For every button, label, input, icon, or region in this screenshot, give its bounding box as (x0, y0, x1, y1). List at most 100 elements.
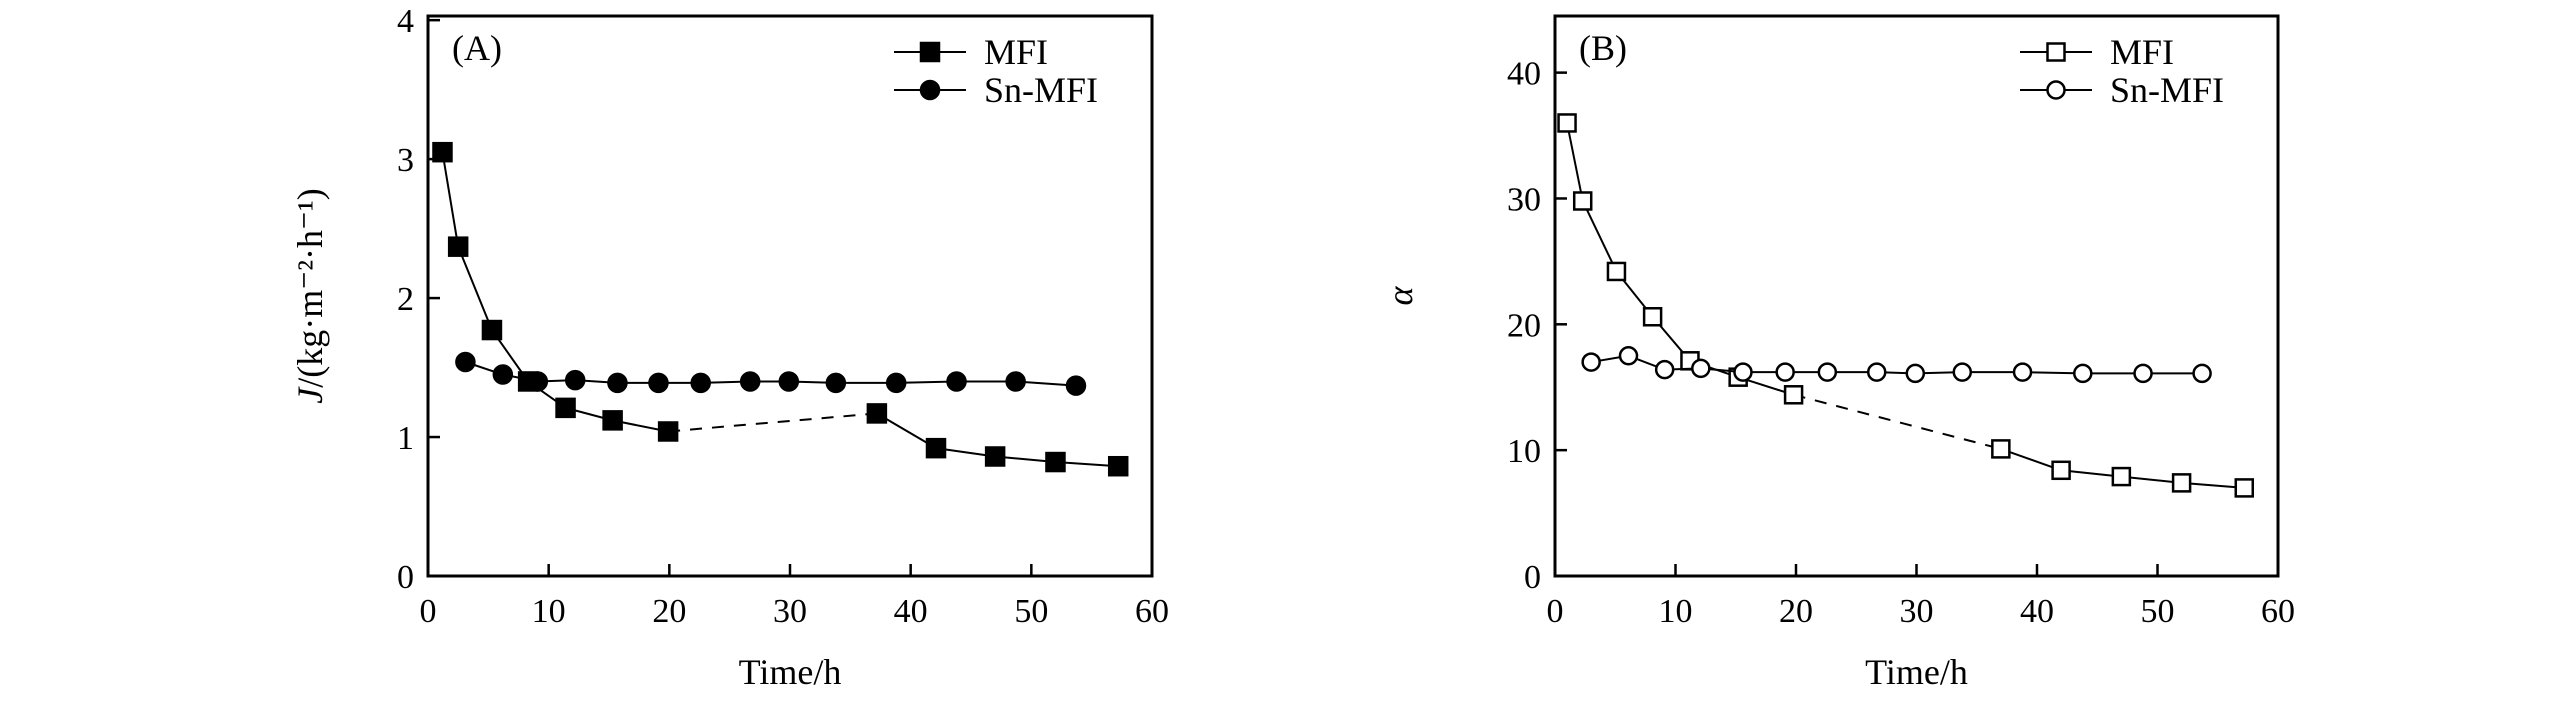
data-point (1618, 346, 1639, 366)
legend-marker (2046, 42, 2066, 62)
y-tick-label: 2 (397, 281, 414, 318)
x-tick-label: 40 (894, 593, 928, 630)
data-point (527, 371, 549, 392)
panel-label: (A) (452, 28, 502, 68)
x-tick-label: 10 (532, 593, 566, 630)
y-tick-label: 20 (1507, 307, 1541, 344)
data-point (1952, 362, 1973, 382)
y-axis-label-symbol: α (1380, 285, 1420, 305)
y-tick-label: 1 (397, 420, 414, 457)
data-point (825, 372, 847, 394)
y-tick-label: 0 (1524, 559, 1541, 596)
data-point (2012, 362, 2033, 382)
data-point (492, 364, 514, 385)
series-sn-mfi (1581, 346, 2212, 384)
y-tick-label: 3 (397, 142, 414, 179)
data-point (2234, 478, 2255, 498)
data-point (1107, 455, 1129, 477)
data-point (690, 372, 711, 394)
series-line-segment (2022, 371, 2083, 375)
data-point (481, 319, 503, 341)
data-point (1783, 385, 1804, 405)
data-point (1005, 371, 1026, 392)
data-point (1045, 451, 1066, 473)
legend-label: Sn-MFI (2110, 70, 2224, 110)
series-line-segment (2060, 469, 2122, 478)
y-tick-label: 0 (397, 559, 414, 596)
data-point (2111, 466, 2132, 487)
chart-panel-a: 0 10 20 30 40 50 60 0 1 2 3 4 Time/h J/(kg·m⁻²·h⁻¹) (A… (290, 3, 1169, 692)
y-axis-label-symbol: J (290, 386, 330, 404)
data-point (555, 397, 576, 419)
legend-entry-sn-mfi: Sn-MFI (2020, 70, 2224, 110)
data-point (432, 141, 453, 163)
data-point (984, 446, 1006, 467)
data-point (447, 236, 469, 257)
data-point (2133, 363, 2153, 384)
data-point (1866, 362, 1887, 382)
legend-entry-sn-mfi: Sn-MFI (894, 70, 1098, 110)
data-point (1065, 375, 1087, 396)
chart-panel-b: 0 10 20 30 40 50 60 0 10 20 30 40 Time/h α (B) MFISn-MF… (1380, 14, 2295, 692)
series-line-segment (2121, 475, 2182, 484)
data-point (2192, 363, 2212, 384)
series-sn-mfi (455, 351, 1087, 396)
data-point (739, 371, 761, 392)
y-axis-label: J/(kg·m⁻²·h⁻¹) (290, 188, 330, 404)
data-point (1991, 439, 2011, 459)
series-line-segment (457, 246, 493, 331)
x-axis-label: Time/h (1865, 652, 1968, 692)
data-point (1606, 261, 1627, 282)
data-point (455, 351, 476, 373)
data-point (1905, 363, 1926, 384)
x-tick-label: 0 (1547, 593, 1564, 630)
y-axis-label: α (1380, 285, 1420, 305)
x-tick-label: 0 (420, 593, 437, 630)
legend-label: MFI (984, 32, 1048, 72)
x-tick-label: 30 (773, 593, 807, 630)
y-tick-label: 30 (1507, 181, 1541, 218)
legend-entry-mfi: MFI (2020, 32, 2174, 72)
data-point (1572, 191, 1593, 211)
x-tick-label: 10 (1659, 593, 1693, 630)
x-tick-label: 60 (2261, 593, 2295, 630)
legend-marker (2046, 80, 2066, 100)
series-line-segment (1055, 461, 1119, 468)
data-point (2073, 363, 2093, 384)
y-tick-label: 4 (397, 3, 414, 40)
x-tick-label: 50 (2141, 593, 2175, 630)
legend-entry-mfi: MFI (894, 32, 1048, 72)
data-point (1642, 307, 1663, 327)
legend-label: Sn-MFI (984, 70, 1098, 110)
data-point (657, 421, 679, 442)
data-point (564, 369, 586, 391)
data-point (925, 437, 947, 459)
data-point (1557, 113, 1577, 133)
data-point (946, 371, 967, 392)
series-line-segment (441, 152, 460, 247)
data-point (1733, 362, 1753, 382)
legend-marker (919, 41, 941, 63)
data-point (2051, 460, 2071, 481)
data-point (2171, 473, 2192, 493)
legend-marker (919, 79, 941, 101)
series-line-segment (668, 412, 877, 433)
y-tick-label: 10 (1507, 433, 1541, 470)
y-tick-label: 40 (1507, 56, 1541, 93)
data-point (1817, 362, 1838, 382)
x-tick-label: 20 (1779, 593, 1813, 630)
series-line-segment (2000, 447, 2062, 472)
series-line-segment (1793, 393, 2002, 450)
x-tick-label: 60 (1135, 593, 1169, 630)
series-mfi (1557, 113, 2255, 498)
x-tick-label: 50 (1014, 593, 1048, 630)
x-tick-label: 20 (652, 593, 686, 630)
legend-label: MFI (2110, 32, 2174, 72)
data-point (778, 371, 800, 392)
series-line-segment (2181, 481, 2245, 489)
data-point (885, 372, 907, 394)
x-tick-label: 40 (2020, 593, 2054, 630)
x-axis-label: Time/h (739, 652, 842, 692)
series-mfi (432, 141, 1129, 477)
data-point (602, 410, 623, 431)
